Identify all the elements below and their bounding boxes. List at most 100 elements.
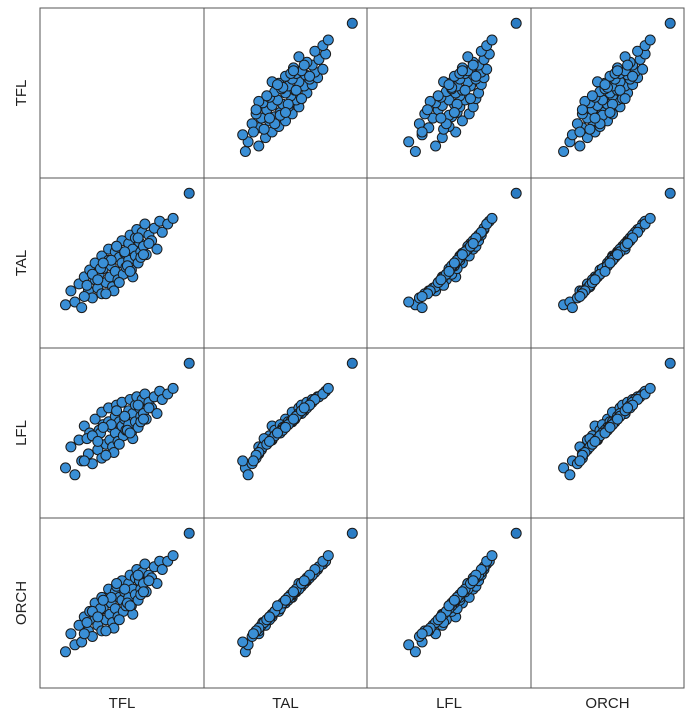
data-point [456, 65, 468, 77]
data-point [627, 70, 639, 82]
points-layer [60, 17, 676, 658]
data-point [247, 455, 259, 467]
data-point [261, 90, 273, 102]
data-point [78, 455, 90, 467]
data-point [290, 84, 302, 96]
data-point [280, 107, 291, 118]
data-point [97, 257, 109, 269]
data-point [247, 628, 259, 640]
data-point [298, 402, 310, 414]
data-point [486, 34, 498, 46]
data-point [100, 449, 112, 461]
data-point [403, 296, 415, 308]
data-point [183, 187, 195, 199]
data-point [589, 274, 601, 286]
data-point [465, 93, 476, 105]
data-point [604, 257, 616, 269]
data-point [111, 578, 123, 589]
data-point [167, 382, 179, 394]
data-point [280, 594, 291, 606]
data-point [574, 126, 586, 138]
data-point [456, 586, 468, 598]
panel-tal-vs-tal [203, 177, 368, 349]
data-point [486, 550, 498, 562]
data-point [113, 277, 125, 288]
data-point [78, 628, 90, 640]
data-point [644, 382, 656, 394]
data-point [664, 187, 676, 199]
data-point [467, 59, 479, 71]
data-point [558, 462, 570, 474]
data-point [78, 291, 90, 302]
data-point [92, 611, 104, 623]
data-point [612, 413, 623, 425]
y-axis-label-orch: ORCH [13, 581, 30, 625]
data-point [132, 232, 144, 244]
data-point [81, 617, 93, 628]
data-point [416, 126, 428, 138]
data-point [124, 600, 136, 612]
data-point [143, 402, 155, 414]
data-point [296, 93, 307, 105]
data-point [322, 550, 334, 562]
data-point [574, 455, 586, 467]
panel-lfl-vs-lfl [366, 347, 532, 519]
data-point [89, 413, 101, 425]
data-point [253, 140, 265, 152]
data-point [612, 65, 623, 77]
y-axis-label-tfl: TFL [13, 80, 30, 107]
data-point [622, 402, 634, 414]
data-point [60, 299, 71, 311]
data-point [272, 427, 283, 439]
data-point [111, 405, 123, 417]
data-point [664, 17, 676, 29]
data-point [60, 462, 71, 474]
data-point [100, 288, 112, 300]
data-point [558, 146, 570, 157]
data-point [138, 586, 149, 598]
data-point [258, 123, 270, 135]
data-point [486, 212, 498, 224]
data-point [584, 123, 596, 135]
data-point [239, 146, 251, 157]
data-point [586, 90, 598, 102]
data-point [151, 408, 163, 419]
data-point [644, 212, 656, 224]
y-axis-label-lfl: LFL [13, 420, 30, 446]
data-point [619, 93, 631, 105]
data-point [92, 274, 104, 286]
data-point [304, 70, 316, 82]
data-point [237, 129, 249, 141]
labels-layer: TFL TAL LFL ORCH TFL TAL LFL ORCH [13, 80, 630, 712]
data-point [430, 140, 442, 152]
data-point [111, 240, 123, 252]
data-point [298, 59, 310, 71]
data-point [510, 17, 522, 29]
panel-orch-vs-tal [203, 517, 368, 689]
data-point [435, 112, 447, 124]
data-point [589, 435, 601, 447]
data-point [183, 357, 195, 369]
data-point [293, 51, 305, 63]
data-point [65, 628, 77, 640]
data-point [288, 586, 299, 598]
data-point [124, 427, 136, 439]
data-point [280, 421, 291, 433]
data-point [456, 115, 468, 127]
data-point [448, 594, 460, 606]
data-point [156, 226, 168, 238]
data-point [309, 45, 321, 57]
x-axis-label-tal: TAL [272, 695, 298, 712]
data-point [113, 438, 125, 450]
data-point [65, 441, 77, 453]
data-point [69, 469, 81, 481]
data-point [143, 575, 155, 587]
data-point [156, 564, 168, 575]
data-point [409, 646, 421, 658]
data-point [599, 79, 611, 91]
data-point [574, 140, 586, 152]
data-point [604, 107, 616, 118]
data-point [403, 136, 415, 148]
data-point [346, 527, 358, 539]
